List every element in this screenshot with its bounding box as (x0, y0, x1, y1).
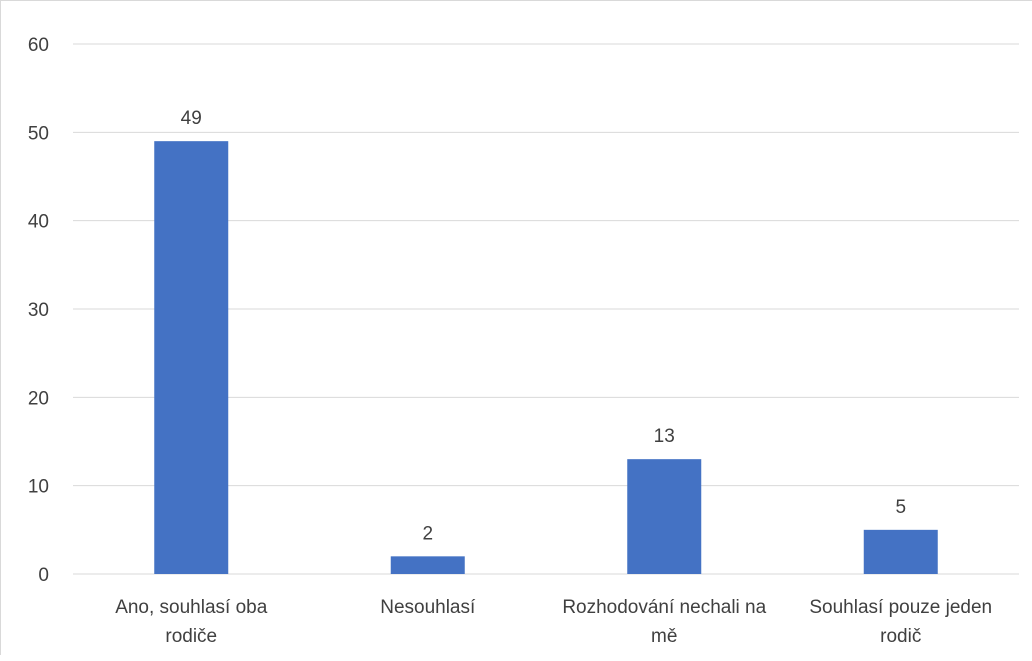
category-label: Ano, souhlasí oba (115, 597, 268, 618)
data-label: 49 (181, 108, 202, 129)
y-tick-label: 20 (28, 388, 49, 409)
bar (863, 529, 938, 574)
category-label: mě (651, 626, 677, 647)
data-label: 13 (654, 426, 675, 447)
category-label: Nesouhlasí (380, 597, 476, 618)
bar (390, 556, 465, 574)
category-label: rodič (880, 626, 921, 647)
data-labels: 49 2 13 5 (181, 108, 906, 544)
category-label: rodiče (165, 626, 217, 647)
y-tick-label: 40 (28, 212, 49, 233)
bars (154, 141, 938, 574)
data-label: 2 (422, 523, 433, 544)
y-tick-label: 10 (28, 477, 49, 498)
category-label: Souhlasí pouze jeden (809, 597, 992, 618)
category-label: Rozhodování nechali na (562, 597, 766, 618)
y-tick-label: 60 (28, 35, 49, 56)
bar (627, 459, 702, 574)
y-axis-ticks: 0 10 20 30 40 50 60 (28, 35, 49, 586)
y-tick-label: 50 (28, 123, 49, 144)
category-labels: Ano, souhlasí oba rodiče Nesouhlasí Rozhodo… (115, 597, 992, 647)
y-tick-label: 0 (38, 565, 49, 586)
data-label: 5 (895, 497, 906, 518)
gridlines (73, 43, 1019, 575)
y-tick-label: 30 (28, 300, 49, 321)
bar (154, 141, 229, 574)
